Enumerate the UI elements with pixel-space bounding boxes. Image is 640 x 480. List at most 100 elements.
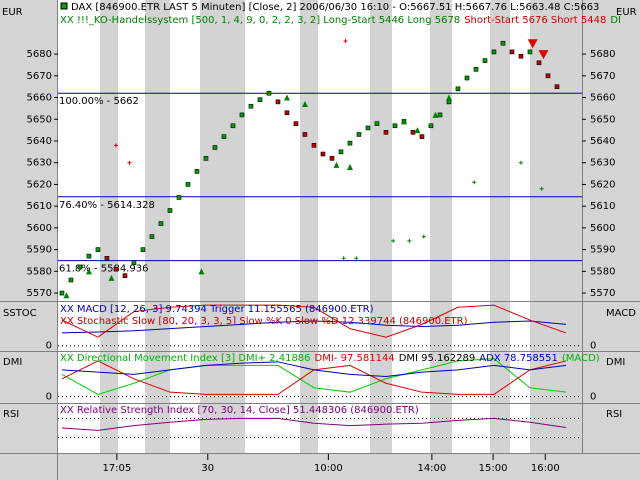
- y-tick-label: 5670: [27, 71, 52, 82]
- panel-tick-label: 0: [46, 341, 52, 352]
- price-box: [437, 112, 443, 118]
- price-box: [347, 140, 353, 146]
- price-box: [266, 90, 272, 96]
- price-box: [455, 86, 461, 92]
- price-box: [221, 134, 227, 139]
- buy-signal: [198, 268, 205, 275]
- legend-part: XX Stochastic Slow [80, 20, 3, 3, 5] Slo…: [60, 316, 468, 327]
- price-box: [275, 99, 281, 105]
- buy-signal: [283, 94, 290, 101]
- price-box: [284, 110, 290, 116]
- price-box: [167, 208, 173, 213]
- price-box: [248, 103, 254, 109]
- price-box: [230, 123, 236, 129]
- buy-signal: [63, 292, 70, 299]
- indicator-line: [61, 320, 567, 334]
- y-tick-label: 5590: [590, 245, 615, 256]
- cross-marker: [343, 39, 348, 44]
- y-tick-label: 5660: [27, 93, 52, 104]
- price-box: [536, 60, 542, 66]
- price-box: [419, 134, 425, 139]
- price-box: [473, 66, 479, 72]
- y-tick-label: 5660: [590, 93, 615, 104]
- x-tick-label: 15:00: [479, 463, 508, 474]
- cross-marker: [472, 180, 477, 185]
- price-box: [392, 123, 398, 129]
- buy-signal: [414, 127, 421, 134]
- price-box: [464, 75, 470, 81]
- buy-signal: [346, 164, 353, 171]
- y-tick-label: 5630: [590, 158, 615, 169]
- price-box: [500, 40, 506, 46]
- x-tick-label: 14:00: [417, 463, 446, 474]
- x-tick-label: 16:00: [531, 463, 560, 474]
- price-box: [410, 129, 416, 135]
- buy-signal: [333, 161, 340, 168]
- panel-label: DMI: [606, 357, 625, 368]
- panel-label: DMI: [3, 357, 22, 368]
- price-box: [482, 58, 488, 63]
- system-part: XX !!!_KO-Handelssystem [500, 1, 4, 9, 0…: [60, 15, 460, 26]
- price-box: [95, 247, 101, 252]
- price-box: [113, 266, 119, 272]
- price-box: [338, 149, 344, 155]
- legend-part: DMI- 97.581144: [315, 353, 395, 364]
- price-box: [545, 73, 551, 79]
- price-box: [68, 277, 74, 283]
- y-tick-label: 5630: [27, 158, 52, 169]
- legend-part: DMI 95.162289: [399, 353, 476, 364]
- y-tick-label: 5640: [590, 136, 615, 147]
- x-tick-label: 30: [201, 463, 214, 474]
- y-tick-label: 5600: [27, 223, 52, 234]
- cross-marker: [127, 160, 132, 165]
- price-box: [239, 112, 245, 118]
- cross-marker: [113, 143, 118, 148]
- panel-label: SSTOC: [3, 308, 37, 319]
- cross-marker: [341, 256, 346, 261]
- price-box: [77, 264, 83, 270]
- fib-level-label: 76.40% - 5614.328: [59, 200, 155, 211]
- y-tick-label: 5650: [590, 114, 615, 125]
- y-tick-label: 5610: [590, 201, 615, 212]
- price-box: [131, 260, 137, 265]
- panel-legend: XX MACD [12, 26, 3] 9.74394 Trigger 11.1…: [60, 304, 468, 327]
- panel-label: RSI: [606, 409, 622, 420]
- x-tick-label: 10:00: [314, 463, 343, 474]
- title-icon: [60, 2, 68, 10]
- sell-signal: [538, 50, 549, 60]
- price-box: [149, 234, 155, 239]
- indicator-line: [61, 304, 567, 338]
- price-box: [104, 255, 110, 261]
- y-tick-label: 5620: [590, 179, 615, 190]
- y-tick-label: 5580: [590, 266, 615, 277]
- panel-tick-label: 0: [590, 392, 596, 403]
- system-line: XX !!!_KO-Handelssystem [500, 1, 4, 9, 0…: [60, 15, 621, 26]
- legend-part: XX MACD [12, 26, 3] 9.74394 Trigger 11.1…: [60, 304, 374, 315]
- price-box: [428, 123, 434, 129]
- price-box: [203, 156, 209, 161]
- price-box: [320, 151, 326, 157]
- y-tick-label: 5610: [27, 201, 52, 212]
- price-box: [185, 182, 191, 187]
- legend-part: XX Relative Strength Index [70, 30, 14, …: [60, 405, 419, 416]
- x-tick-label: 17:05: [102, 463, 131, 474]
- chart-title: DAX [846900.ETR LAST 5 Minuten] [Close, …: [71, 2, 599, 13]
- system-part: Short-Start 5676 Short 5448: [464, 15, 606, 26]
- system-part: DI: [610, 15, 621, 26]
- price-box: [212, 145, 218, 150]
- y-tick-label: 5640: [27, 136, 52, 147]
- price-box: [176, 195, 182, 200]
- y-tick-label: 5600: [590, 223, 615, 234]
- price-box: [302, 132, 308, 137]
- panel-label: MACD: [606, 308, 636, 319]
- y-tick-label: 5680: [27, 49, 52, 60]
- buy-signal: [445, 94, 452, 101]
- price-box: [86, 253, 92, 259]
- y-tick-label: 5680: [590, 49, 615, 60]
- price-box: [59, 290, 65, 296]
- price-box: [374, 121, 380, 126]
- price-box: [257, 97, 263, 103]
- sell-signal: [527, 39, 538, 49]
- price-box: [311, 143, 317, 148]
- cross-marker: [518, 160, 523, 165]
